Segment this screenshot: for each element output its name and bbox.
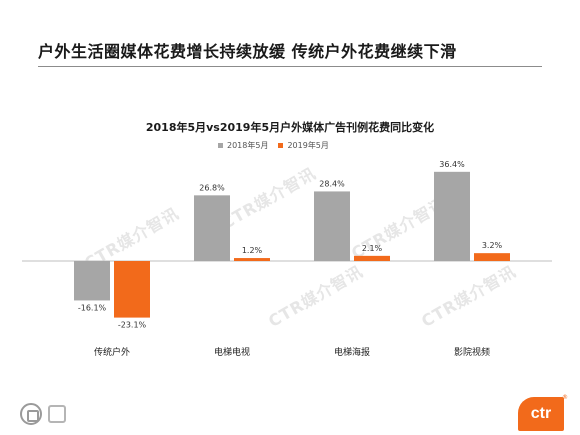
bar (234, 258, 270, 261)
certification-badge-icon (48, 405, 66, 423)
chart-legend: 2018年5月 2019年5月 (218, 140, 339, 151)
ctr-logo: ctr (518, 397, 564, 431)
legend-item-2019: 2019年5月 (278, 140, 329, 151)
chart-title: 2018年5月vs2019年5月户外媒体广告刊例花费同比变化 (145, 121, 435, 134)
data-label: 26.8% (199, 183, 225, 192)
data-label: 1.2% (242, 246, 263, 255)
registered-mark: ® (562, 394, 568, 401)
data-label: -16.1% (78, 303, 107, 312)
legend-swatch-2019 (278, 143, 284, 148)
slide-title: 户外生活圈媒体花费增长持续放缓 传统户外花费继续下滑 (38, 42, 457, 61)
category-label: 电梯电视 (214, 346, 250, 358)
bar (354, 255, 390, 261)
category-label: 电梯海报 (334, 346, 370, 358)
legend-swatch-2018 (218, 143, 223, 148)
bar (74, 261, 110, 301)
legend-item-2018: 2018年5月 (218, 140, 268, 151)
bar (314, 191, 350, 261)
legend-label-2019: 2019年5月 (287, 141, 329, 150)
certification-seal-icon (20, 403, 42, 425)
category-label: 影院视频 (454, 346, 490, 358)
bar (194, 195, 230, 261)
legend-label-2018: 2018年5月 (227, 141, 269, 150)
data-label: 28.4% (319, 179, 345, 188)
category-label: 传统户外 (94, 346, 130, 358)
bar (114, 261, 150, 318)
data-label: 3.2% (482, 241, 503, 250)
title-divider (38, 66, 542, 67)
bar (434, 171, 470, 261)
bar (474, 253, 510, 261)
data-label: 2.1% (362, 244, 383, 253)
data-label: 36.4% (439, 160, 465, 169)
data-label: -23.1% (118, 321, 147, 330)
footer: ® ctr (0, 394, 580, 435)
